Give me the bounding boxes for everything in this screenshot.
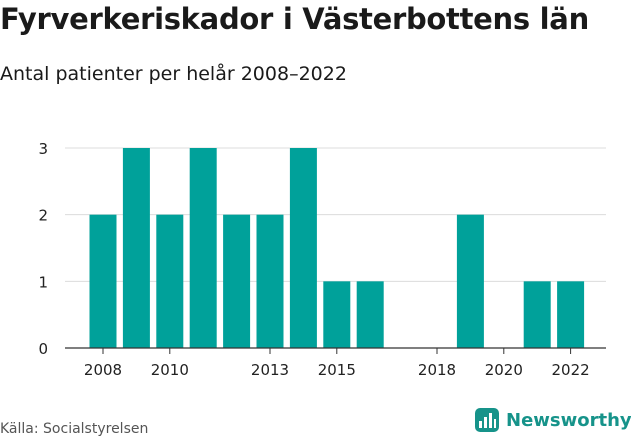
bar-2019 — [456, 214, 484, 348]
bar-2009 — [122, 148, 150, 348]
chart-title: Fyrverkeriskador i Västerbottens län — [0, 2, 589, 36]
y-tick-label: 3 — [38, 140, 48, 158]
x-axis: 2008 2010 2013 2015 2018 2020 2022 — [65, 347, 606, 379]
bar-2013 — [256, 214, 284, 348]
bar-2016 — [356, 281, 384, 348]
chart-subtitle: Antal patienter per helår 2008–2022 — [0, 63, 347, 85]
x-tick-label: 2013 — [251, 361, 289, 379]
bar-2012 — [223, 214, 251, 348]
y-tick-label: 0 — [38, 340, 48, 358]
x-tick-label: 2020 — [485, 361, 523, 379]
x-tick-label: 2008 — [84, 361, 122, 379]
source-note: Källa: Socialstyrelsen — [0, 421, 149, 437]
chart-logo-icon — [475, 408, 499, 432]
brand-logo: Newsworthy — [474, 407, 631, 433]
x-tick-label: 2015 — [318, 361, 356, 379]
y-axis-labels: 0 1 2 3 — [38, 140, 48, 358]
bar-2021 — [523, 281, 551, 348]
bar-2010 — [156, 214, 184, 348]
brand-name: Newsworthy — [506, 409, 631, 431]
bar-2015 — [323, 281, 351, 348]
bar-2008 — [89, 214, 117, 348]
y-tick-label: 2 — [38, 207, 48, 225]
bar-2011 — [189, 148, 217, 348]
bar-2022 — [557, 281, 585, 348]
bars — [89, 148, 585, 348]
x-tick-label: 2010 — [151, 361, 189, 379]
y-tick-label: 1 — [38, 273, 48, 291]
x-tick-label: 2022 — [552, 361, 590, 379]
bar-2014 — [289, 148, 317, 348]
x-tick-label: 2018 — [418, 361, 456, 379]
